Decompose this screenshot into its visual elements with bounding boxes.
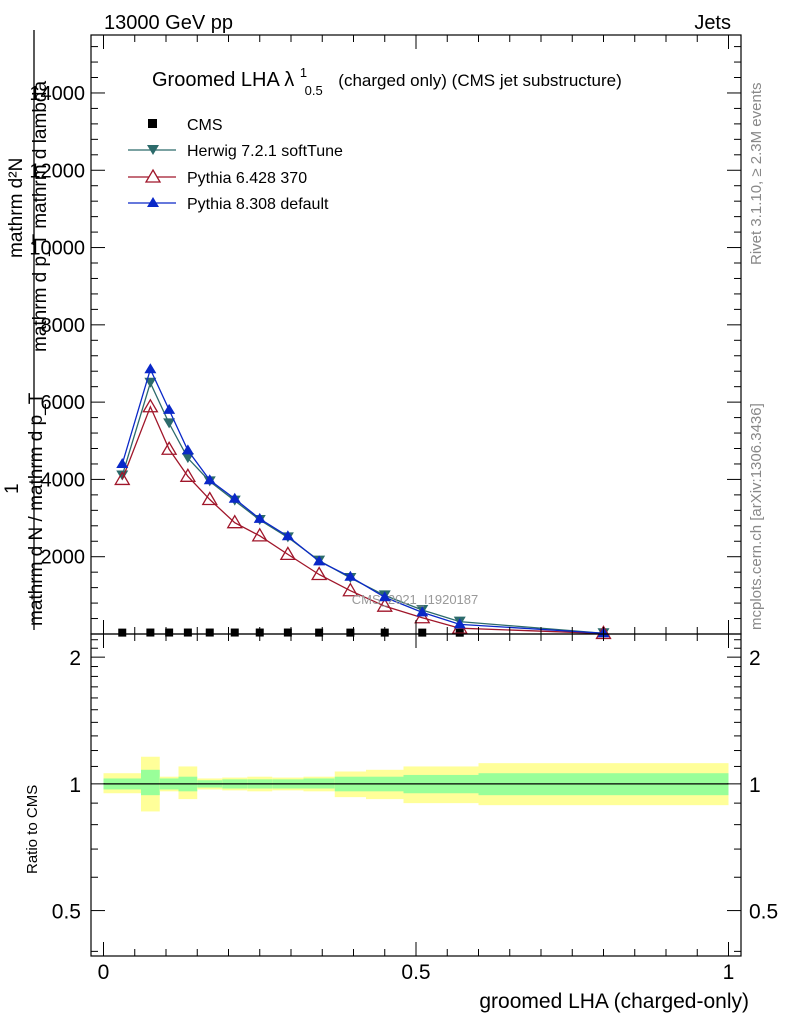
data-point-pythia8 [163,403,176,414]
plot-title-rest: (charged only) (CMS jet substructure) [338,71,621,90]
data-point-pythia6 [160,440,178,455]
data-point-cms [165,628,174,637]
data-point-pythia6 [342,582,359,597]
main-ytick-label: 14000 [29,83,85,105]
data-point-pythia8 [116,457,129,468]
xtick-label: 0.5 [401,961,430,984]
data-point-herwig [181,453,194,464]
data-point-pythia8 [416,606,429,617]
legend-marker-cms [148,119,157,128]
data-point-cms [283,628,292,637]
legend-label-herwig: Herwig 7.2.1 softTune [187,143,343,160]
plot-title: Groomed LHA λ 1 0.5 (charged only) (CMS … [152,60,622,100]
main-ylabel: mathrm d²N mathrm d p_T mathrm d lambda … [2,30,51,630]
data-point-pythia8 [203,474,216,485]
data-point-cms [418,628,427,637]
data-point-pythia6 [201,491,218,506]
legend-marker-herwig [147,145,159,155]
ratio-panel: 0.5 0.5 1 1 2 2 0 0.5 1 Ratio to CMS groomed LH… [24,633,778,1013]
main-ytick-label: 2000 [41,547,86,569]
data-point-pythia6 [142,398,159,413]
data-point-pythia8 [144,363,157,374]
legend-marker-pythia6 [144,168,162,183]
series-cms [118,628,608,637]
ratio-ytick-label-right: 1 [749,774,761,797]
ylabel-prefactor: 1 [2,483,23,494]
main-ytick-label: 4000 [41,469,86,491]
xtick-label: 0 [98,961,110,984]
energy-label: 13000 GeV pp [104,12,233,34]
ratio-ytick-label-right: 2 [749,647,761,670]
x-axis-label: groomed LHA (charged-only) [479,990,749,1013]
legend-label-cms: CMS [187,117,223,134]
ratio-band-inner [141,769,160,796]
category-label: Jets [694,12,731,34]
data-point-pythia6 [179,468,197,482]
ratio-ytick-label: 0.5 [52,901,81,924]
main-ytick-label: 10000 [29,238,85,260]
data-point-cms [205,628,214,637]
rivet-label: Rivet 3.1.10, ≥ 2.3M events [748,83,765,266]
ylabel-numerator: mathrm d²N [6,158,27,258]
plot-title-sup: 1 [300,65,307,80]
legend-label-pythia6: Pythia 6.428 370 [187,170,307,187]
data-point-pythia8 [313,555,326,566]
plot-title-main: Groomed LHA λ [152,69,294,91]
series-line-herwig [121,380,604,634]
data-point-cms [230,628,239,637]
data-point-pythia8 [344,570,357,581]
legend-marker-pythia8 [147,197,159,207]
xtick-label: 1 [723,961,735,984]
data-point-cms [146,628,155,637]
data-point-pythia8 [281,530,294,541]
data-point-cms [183,628,192,637]
main-ytick-label: 8000 [41,315,86,337]
ylabel-lower: mathrm d N / mathrm d p_T [26,392,47,626]
ylabel-denominator: mathrm d p_T mathrm d lambda [30,81,51,352]
plot-title-sub: 0.5 [305,83,323,98]
data-point-pythia8 [228,492,241,503]
mcplots-label: mcplots.cern.ch [arXiv:1306.3436] [748,403,765,630]
series-line-pythia8 [121,367,604,634]
ratio-ytick-label: 2 [69,647,81,670]
analysis-watermark: CMS_2021_I1920187 [352,592,479,607]
legend: CMS Herwig 7.2.1 softTune Pythia 6.428 3… [128,117,343,213]
data-point-pythia6 [251,527,268,542]
data-point-cms [315,628,324,637]
ratio-ytick-label-right: 0.5 [749,901,778,924]
data-point-pythia6 [279,546,297,561]
main-panel: 2000 4000 6000 8000 10000 12000 14000 Groomed … [2,30,742,640]
data-point-pythia8 [253,512,266,523]
data-point-cms [346,628,355,637]
data-point-pythia8 [378,591,391,602]
data-point-cms [118,628,127,637]
data-point-pythia6 [114,471,131,486]
series-pythia6 [114,398,612,640]
data-point-pythia6 [310,566,328,581]
legend-label-pythia8: Pythia 8.308 default [187,196,329,213]
data-point-pythia8 [453,618,466,629]
data-point-pythia6 [414,609,431,624]
data-point-pythia6 [226,514,243,529]
data-point-pythia6 [376,597,393,612]
main-ytick-label: 12000 [29,160,85,182]
data-point-pythia8 [181,444,194,455]
main-ytick-label: 6000 [41,392,86,414]
ratio-ytick-label: 1 [69,774,81,797]
data-point-herwig [163,418,176,429]
ratio-ylabel: Ratio to CMS [24,785,41,874]
